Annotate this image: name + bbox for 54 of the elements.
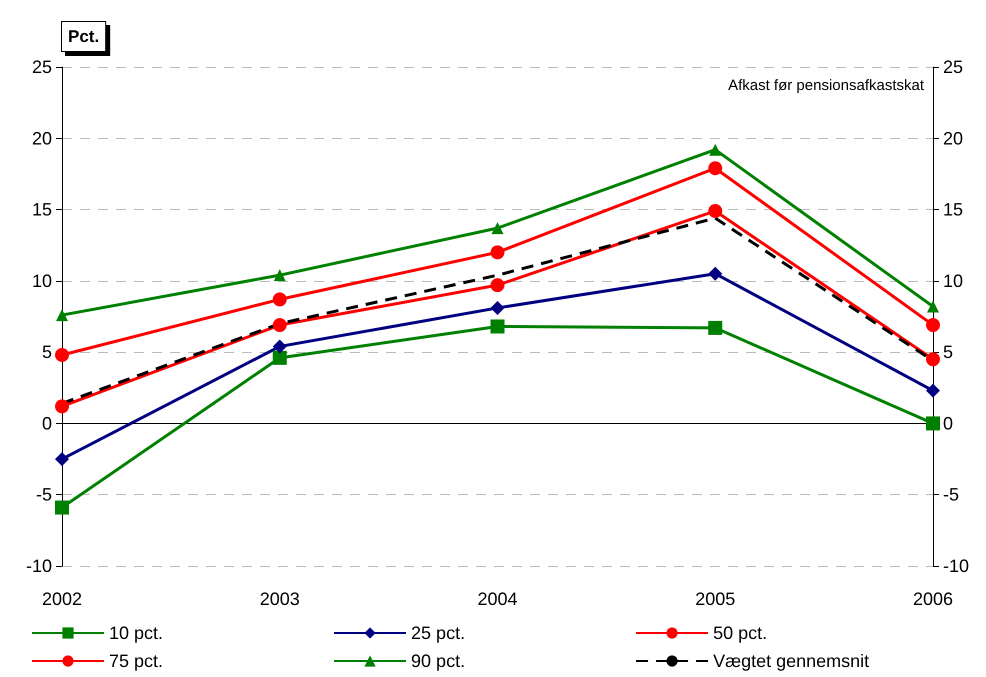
point	[708, 320, 722, 335]
point	[55, 399, 69, 414]
y2-tick-label: -5	[943, 484, 960, 505]
y-tick-label: 5	[42, 342, 52, 362]
point	[55, 348, 69, 362]
point	[490, 300, 504, 315]
x-tick-label: 2006	[912, 589, 954, 609]
point	[926, 384, 940, 398]
y2-tick-label: 10	[943, 270, 964, 291]
point	[272, 318, 287, 332]
legend-label: 10 pct.	[109, 623, 164, 643]
point	[272, 350, 287, 365]
legend-label: 50 pct.	[713, 623, 768, 643]
point	[490, 278, 504, 292]
point	[490, 319, 504, 334]
x-tick-label: 2004	[477, 589, 518, 609]
annotation: Afkast før pensionsafkastskat	[728, 77, 925, 94]
point	[927, 300, 939, 313]
legend-label: 75 pct.	[109, 651, 164, 671]
point	[492, 222, 504, 234]
legend-label: Vægtet gennemsnit	[713, 651, 870, 671]
point	[55, 452, 69, 466]
y2-tick-label: 15	[943, 200, 964, 220]
y2-tick-label: 0	[943, 413, 954, 434]
y-tick-label: 15	[32, 200, 52, 220]
y-tick-label: 10	[32, 270, 52, 291]
point	[274, 269, 286, 282]
y-tick-label: -10	[26, 556, 52, 576]
y2-tick-label: -10	[943, 556, 970, 576]
legend-label: 25 pct.	[411, 623, 466, 643]
point	[708, 161, 722, 176]
point	[709, 144, 722, 156]
y-tick-label: 20	[32, 128, 52, 148]
x-tick-label: 2002	[42, 589, 82, 609]
point	[490, 245, 504, 260]
y-tick-label: -5	[36, 484, 52, 505]
x-tick-label: 2005	[695, 589, 736, 609]
point	[926, 416, 940, 430]
point	[272, 339, 287, 354]
y-tick-label: 0	[42, 413, 52, 434]
y-axis-title: Pct.	[68, 27, 100, 46]
point	[56, 309, 68, 322]
y2-tick-label: 25	[943, 57, 964, 77]
point	[55, 500, 69, 515]
y-tick-label: 25	[32, 57, 52, 77]
point	[272, 292, 287, 306]
point	[926, 318, 940, 332]
y2-tick-label: 5	[943, 342, 954, 362]
point	[708, 266, 722, 281]
point	[926, 352, 940, 366]
point	[708, 204, 722, 218]
legend-label: 90 pct.	[411, 651, 466, 671]
y2-tick-label: 20	[943, 128, 964, 148]
x-tick-label: 2003	[260, 589, 300, 609]
